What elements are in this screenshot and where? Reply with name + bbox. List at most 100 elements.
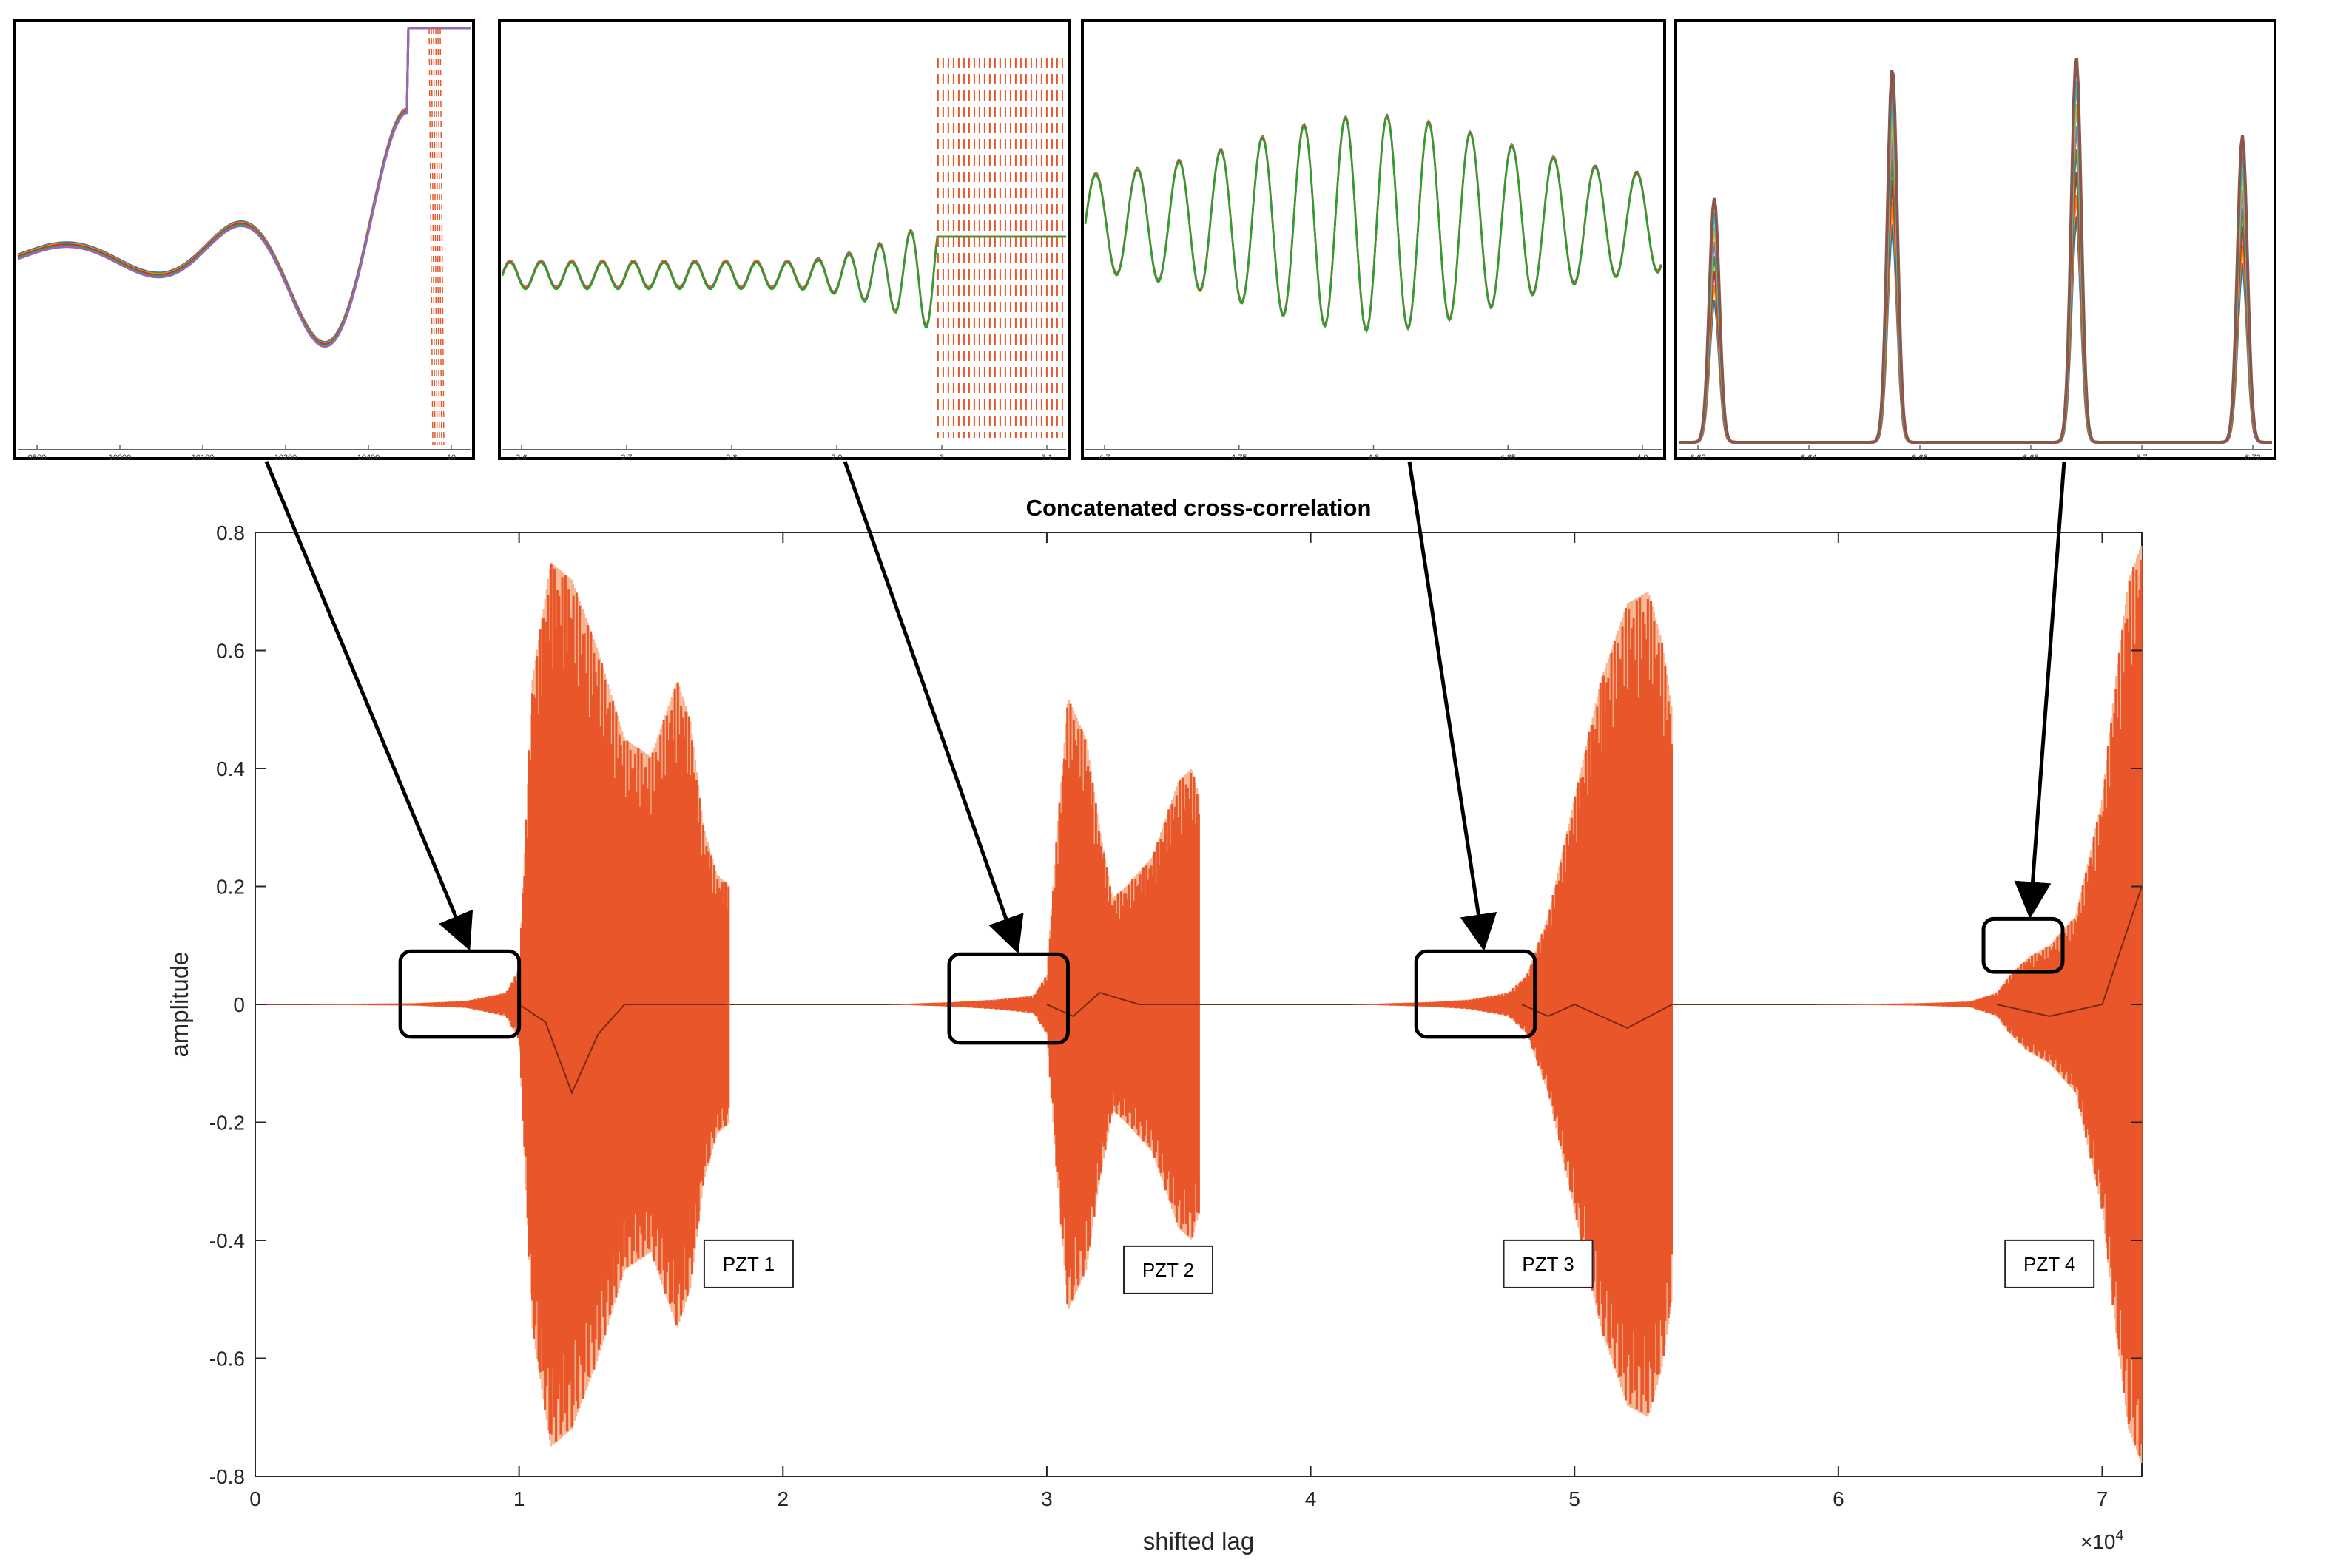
inset-4: 6.62 6.64 6.66 6.68 6.7 6.72 — [1674, 19, 2276, 462]
inset-wave — [17, 27, 471, 348]
x-tick-label: 3 — [1041, 1487, 1053, 1510]
inset-peaks — [1679, 58, 2272, 444]
y-tick-label: 0.6 — [216, 640, 245, 663]
inset-wave — [1084, 115, 1662, 334]
inset-tick-label: 3 — [940, 453, 944, 462]
zoom-box-3 — [1414, 949, 1537, 1039]
inset-burst — [435, 27, 440, 446]
main-chart: 0.8 0.6 0.4 0.2 0 -0.2 -0.4 -0.6 -0.8 0 1 2 3 4 5 6 7 C… — [166, 495, 2143, 1555]
x-tick-label: 7 — [2097, 1487, 2109, 1510]
inset-tick-label: 9800 — [28, 453, 46, 462]
signal-bars — [889, 703, 1200, 1304]
pzt-label-text: PZT 4 — [2023, 1253, 2075, 1275]
inset-tick-label: 4.8 — [1368, 453, 1379, 462]
pzt-label-4: PZT 4 — [2004, 1239, 2095, 1288]
chart-title: Concatenated cross-correlation — [1026, 495, 1372, 521]
y-tick-label: 0.8 — [216, 521, 245, 544]
y-tick-label: -0.2 — [209, 1112, 245, 1135]
x-tick-label: 2 — [777, 1487, 789, 1510]
inset-burst — [428, 27, 434, 446]
y-tick-label: 0 — [233, 993, 245, 1016]
signal-segment — [1816, 545, 2143, 1464]
pzt-label-box — [1122, 1245, 1213, 1294]
inset-tick-label: 2.6 — [516, 453, 527, 462]
pzt-label-1: PZT 1 — [703, 1239, 794, 1288]
pzt-label-text: PZT 3 — [1522, 1253, 1574, 1275]
zoom-arrow-2 — [843, 461, 1024, 954]
inset-frame — [1081, 19, 1666, 460]
pzt-label-text: PZT 1 — [723, 1253, 775, 1275]
inset-2: 2.6 2.7 2.8 2.9 3 3.1 — [498, 19, 1071, 462]
x-axis: 0 1 2 3 4 5 6 7 — [249, 533, 2108, 1510]
inset-tick-label: 10 — [447, 453, 456, 462]
mean-trace — [1521, 1003, 1673, 1030]
x-axis-label: shifted lag — [1143, 1527, 1254, 1555]
inset-tick-label: 10000 — [109, 453, 132, 462]
inset-tick-label: 10100 — [192, 453, 215, 462]
inset-frame — [1674, 19, 2276, 460]
mean-trace — [1046, 991, 1200, 1018]
inset-tick-label: 6.64 — [1801, 453, 1816, 462]
signal-segment — [889, 700, 1200, 1309]
inset-wave — [501, 230, 1066, 329]
inset-1: 9800 10000 10100 10200 10400 10 — [13, 19, 475, 462]
y-axis: 0.8 0.6 0.4 0.2 0 -0.2 -0.4 -0.6 -0.8 — [209, 521, 2142, 1488]
y-tick-label: -0.6 — [209, 1348, 245, 1371]
signal-layer — [255, 545, 2143, 1464]
mean-trace — [519, 1004, 728, 1095]
pzt-label-box — [703, 1239, 794, 1288]
pzt-label-box — [1503, 1239, 1594, 1288]
zoom-box-1 — [398, 949, 522, 1039]
zoom-boxes — [398, 916, 2065, 1045]
y-tick-label: 0.4 — [216, 757, 245, 780]
y-tick-label: 0.2 — [216, 876, 245, 899]
zoom-box-2 — [947, 952, 1070, 1045]
inset-tick-label: 4.9 — [1637, 453, 1648, 462]
y-tick-label: -0.4 — [209, 1229, 245, 1252]
inset-tick-label: 6.72 — [2245, 453, 2260, 462]
inset-tick-label: 2.8 — [726, 453, 737, 462]
inset-tick-label: 4.7 — [1099, 453, 1110, 462]
inset-frame — [13, 19, 475, 460]
inset-3: 4.7 4.75 4.8 4.85 4.9 — [1081, 19, 1666, 462]
inset-burst — [439, 27, 445, 446]
signal-bars — [1350, 598, 1673, 1414]
zoom-arrow-3 — [1407, 461, 1497, 952]
x-tick-label: 5 — [1568, 1487, 1580, 1510]
insets: 9800 10000 10100 10200 10400 10 2.6 2.7 2.8 2.9 3 3… — [13, 19, 2276, 462]
inset-frame — [498, 19, 1071, 460]
inset-burst — [433, 27, 438, 446]
inset-tick-label: 10200 — [274, 453, 297, 462]
inset-tick-label: 6.7 — [2136, 453, 2147, 462]
x-tick-label: 6 — [1833, 1487, 1844, 1510]
inset-tick-label: 6.62 — [1690, 453, 1705, 462]
annotations: PZT 1 PZT 2 PZT 3 PZT 4 — [703, 1239, 2095, 1294]
inset-tick-label: 2.9 — [831, 453, 842, 462]
y-tick-label: -0.8 — [209, 1465, 245, 1488]
pzt-label-3: PZT 3 — [1503, 1239, 1594, 1288]
signal-bars — [1816, 560, 2143, 1456]
inset-tick-label: 2.7 — [621, 453, 632, 462]
zoom-box-4 — [1981, 916, 2065, 974]
zoom-arrow-1 — [264, 461, 473, 951]
inset-tick-label: 4.85 — [1500, 453, 1516, 462]
inset-tick-label: 10400 — [357, 453, 380, 462]
inset-tick-label: 6.68 — [2023, 453, 2038, 462]
inset-tick-label: 3.1 — [1041, 453, 1052, 462]
inset-burst — [437, 27, 442, 446]
inset-tick-label: 4.75 — [1231, 453, 1247, 462]
pzt-label-text: PZT 2 — [1142, 1259, 1194, 1281]
x-tick-label: 1 — [513, 1487, 525, 1510]
x-tick-label: 4 — [1305, 1487, 1317, 1510]
pzt-label-2: PZT 2 — [1122, 1245, 1213, 1294]
pzt-label-box — [2004, 1239, 2095, 1288]
signal-segment — [260, 562, 730, 1447]
zoom-arrow-4 — [2014, 461, 2066, 919]
mean-trace — [1996, 886, 2143, 1017]
arrows — [264, 461, 2066, 954]
signal-segment — [1350, 592, 1673, 1417]
inset-burst — [431, 27, 436, 446]
y-axis-label: amplitude — [166, 951, 193, 1057]
x-tick-label: 0 — [249, 1487, 261, 1510]
